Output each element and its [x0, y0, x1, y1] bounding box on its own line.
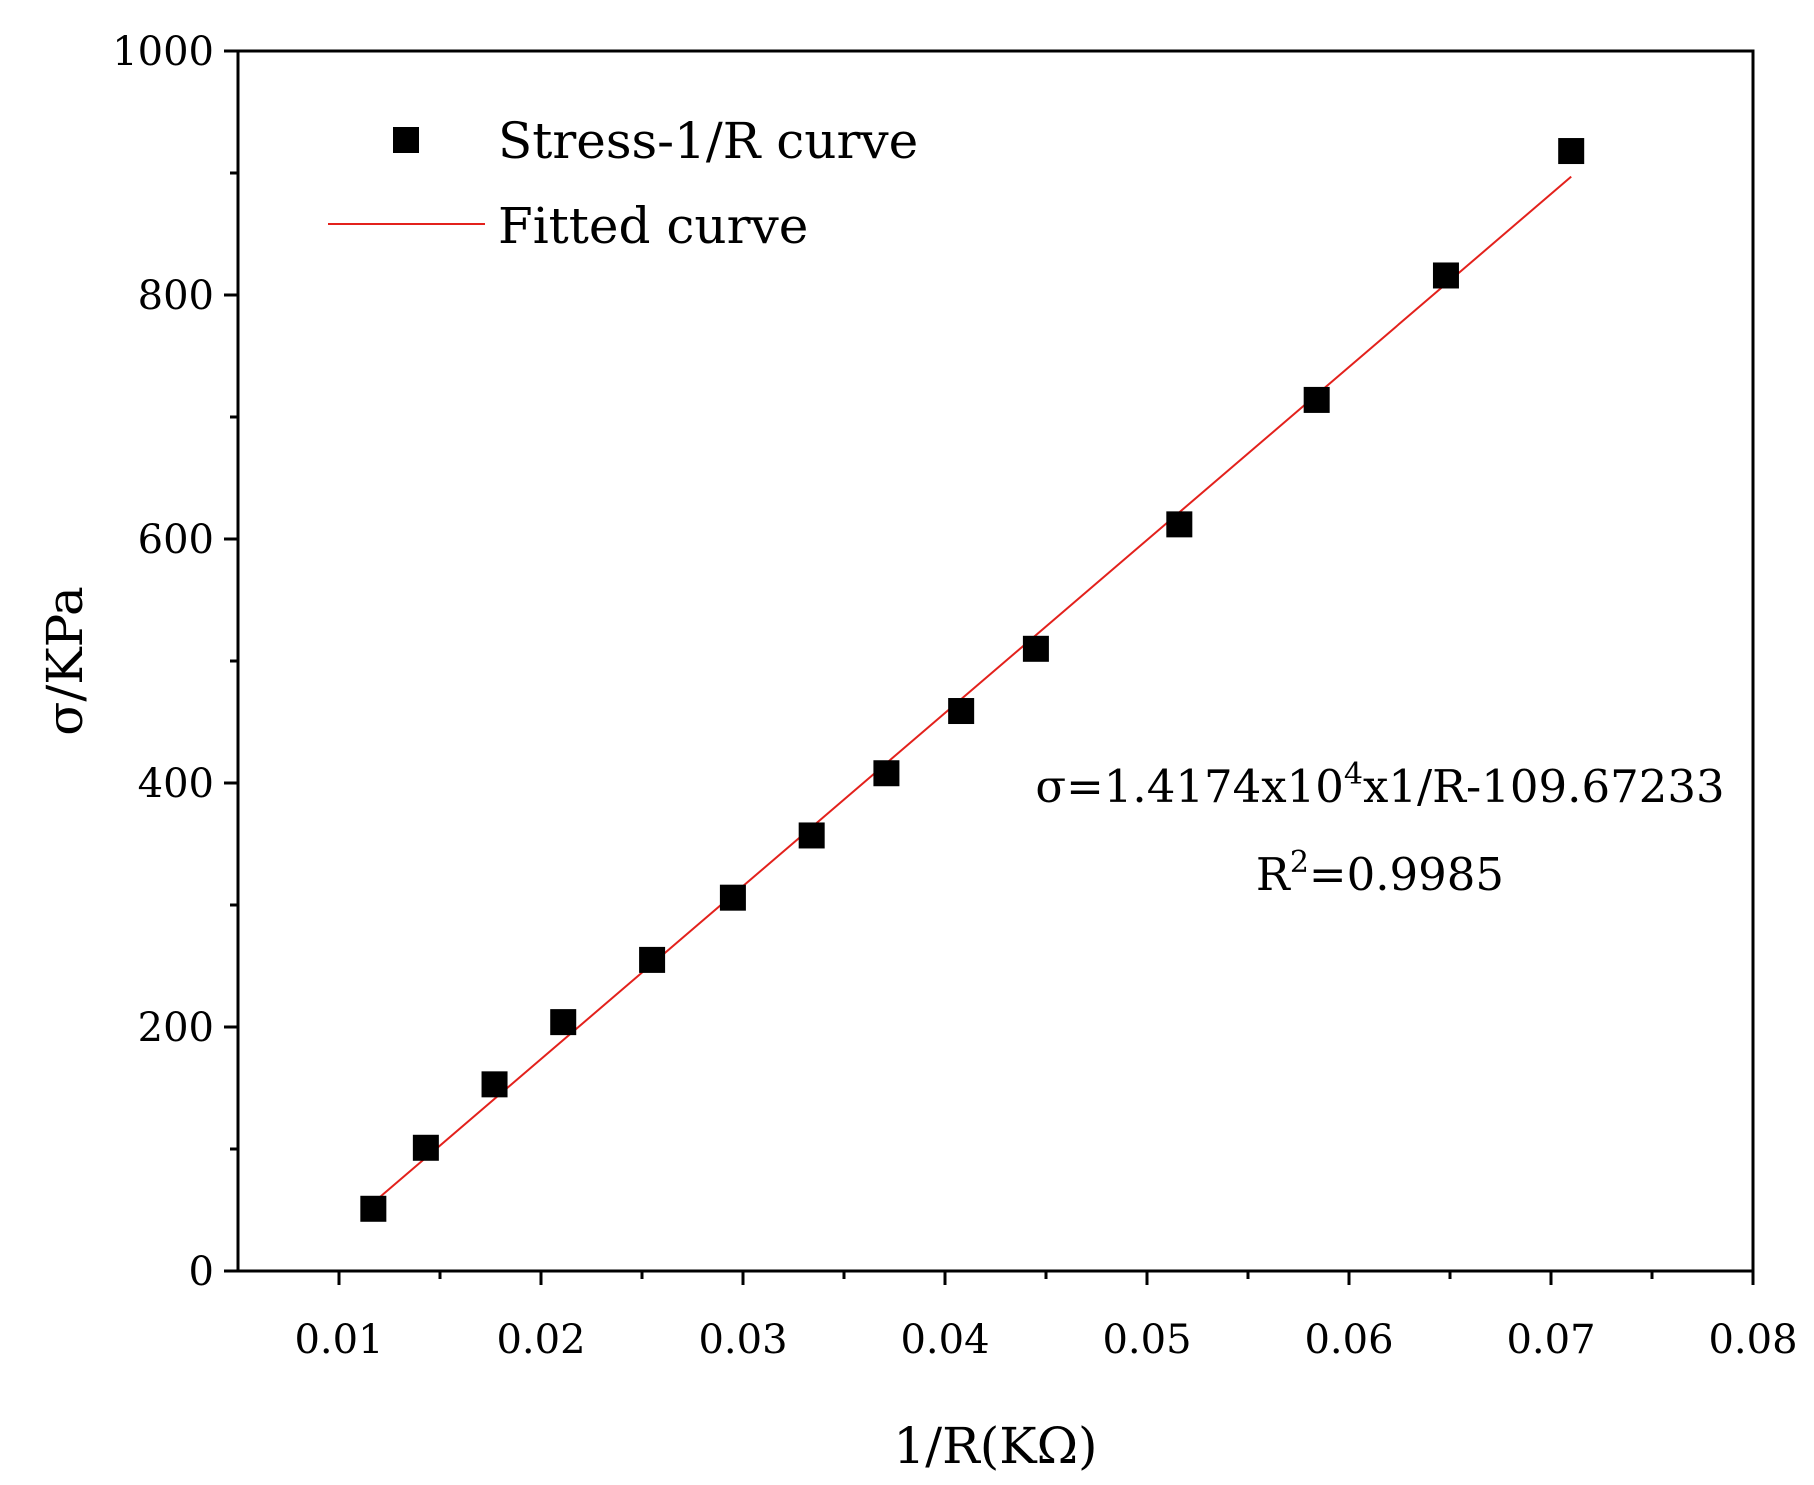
annotation-line-2: R2=0.9985	[1256, 845, 1504, 901]
y-axis: 0 200 400 600 800 1000	[112, 29, 238, 1295]
y-tick-label: 0	[189, 1249, 214, 1295]
fitted-line	[372, 175, 1572, 1204]
data-point	[948, 698, 975, 725]
legend-marker-square	[393, 127, 419, 153]
x-tick-label: 0.04	[900, 1317, 989, 1363]
series-layer	[360, 138, 1585, 1222]
y-axis-title: σ/KPa	[36, 586, 94, 736]
data-point	[550, 1009, 577, 1036]
x-axis-title: 1/R(KΩ)	[893, 1417, 1097, 1475]
data-point	[412, 1134, 439, 1161]
legend-label-scatter: Stress-1/R curve	[498, 112, 918, 170]
plot-frame-rect	[236, 49, 1755, 1273]
y-tick-label: 1000	[112, 29, 214, 75]
data-point	[873, 760, 900, 787]
data-point	[481, 1071, 508, 1098]
data-point	[1303, 386, 1330, 413]
data-point	[1432, 262, 1459, 289]
annotation-main: σ=1.4174x10	[1035, 760, 1344, 813]
annotation-tail: =0.9985	[1309, 848, 1504, 901]
annotation-superscript: 2	[1290, 845, 1309, 880]
x-tick-label: 0.01	[294, 1317, 383, 1363]
data-point	[1022, 635, 1049, 662]
fit-equation-annotation: σ=1.4174x104x1/R-109.67233 R2=0.9985	[1035, 757, 1724, 901]
data-point	[1558, 138, 1585, 165]
legend: Stress-1/R curve Fitted curve	[328, 112, 918, 255]
y-tick-label: 800	[138, 273, 214, 319]
annotation-tail: x1/R-109.67233	[1363, 760, 1725, 813]
x-axis: 0.01 0.02 0.03 0.04 0.05 0.06 0.07 0.08	[294, 1271, 1798, 1363]
data-point	[639, 946, 666, 973]
x-tick-label: 0.05	[1102, 1317, 1191, 1363]
data-point	[798, 822, 825, 849]
data-point	[1166, 511, 1193, 538]
x-tick-label: 0.02	[496, 1317, 585, 1363]
x-tick-label: 0.07	[1506, 1317, 1595, 1363]
y-tick-label: 600	[138, 517, 214, 563]
data-point	[719, 884, 746, 911]
y-tick-label: 400	[138, 761, 214, 807]
x-tick-label: 0.08	[1708, 1317, 1797, 1363]
legend-label-fitted: Fitted curve	[498, 197, 808, 255]
annotation-line-1: σ=1.4174x104x1/R-109.67233	[1035, 757, 1724, 813]
data-point	[360, 1195, 387, 1222]
annotation-superscript: 4	[1344, 757, 1363, 792]
annotation-main: R	[1256, 848, 1291, 901]
y-tick-label: 200	[138, 1005, 214, 1051]
x-tick-label: 0.06	[1304, 1317, 1393, 1363]
plot-frame	[236, 49, 1755, 1273]
x-tick-label: 0.03	[698, 1317, 787, 1363]
